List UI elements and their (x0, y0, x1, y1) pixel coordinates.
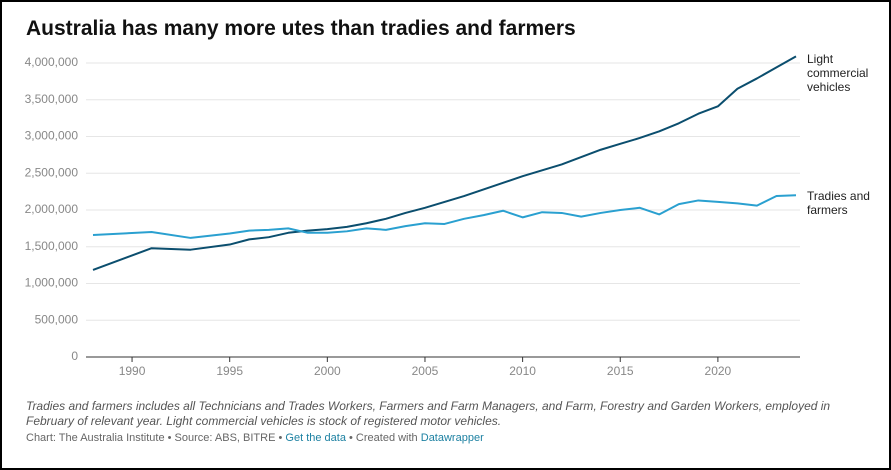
source: Chart: The Australia Institute • Source:… (26, 432, 283, 444)
chart-title: Australia has many more utes than tradie… (26, 17, 576, 40)
y-tick-label: 0 (71, 349, 78, 363)
y-tick-label: 2,500,000 (25, 165, 79, 179)
series-line (92, 194, 797, 239)
y-tick-label: 2,000,000 (25, 202, 79, 216)
x-tick-label: 2010 (509, 364, 536, 378)
footnote: Tradies and farmers includes all Technic… (26, 399, 831, 428)
x-tick-label: 2000 (314, 364, 341, 378)
x-tick-label: 2005 (412, 364, 439, 378)
y-tick-label: 4,000,000 (25, 55, 79, 69)
y-tick-label: 500,000 (35, 312, 79, 326)
x-tick-label: 1995 (216, 364, 243, 378)
y-tick-label: 3,500,000 (25, 92, 79, 106)
series-label: Tradies and farmers (807, 189, 870, 217)
y-tick-label: 1,000,000 (25, 276, 79, 290)
series-label: Light commercial vehicles (807, 52, 869, 94)
x-tick-label: 2015 (607, 364, 634, 378)
source-line: Chart: The Australia Institute • Source:… (26, 432, 484, 444)
series-line (92, 55, 797, 271)
get-data-link[interactable]: Get the data (285, 432, 346, 444)
y-tick-label: 3,000,000 (25, 129, 79, 143)
x-tick-label: 2020 (705, 364, 732, 378)
created-with: • Created with (349, 432, 418, 444)
x-tick-label: 1990 (119, 364, 146, 378)
y-tick-label: 1,500,000 (25, 239, 79, 253)
tool-link[interactable]: Datawrapper (420, 432, 484, 444)
